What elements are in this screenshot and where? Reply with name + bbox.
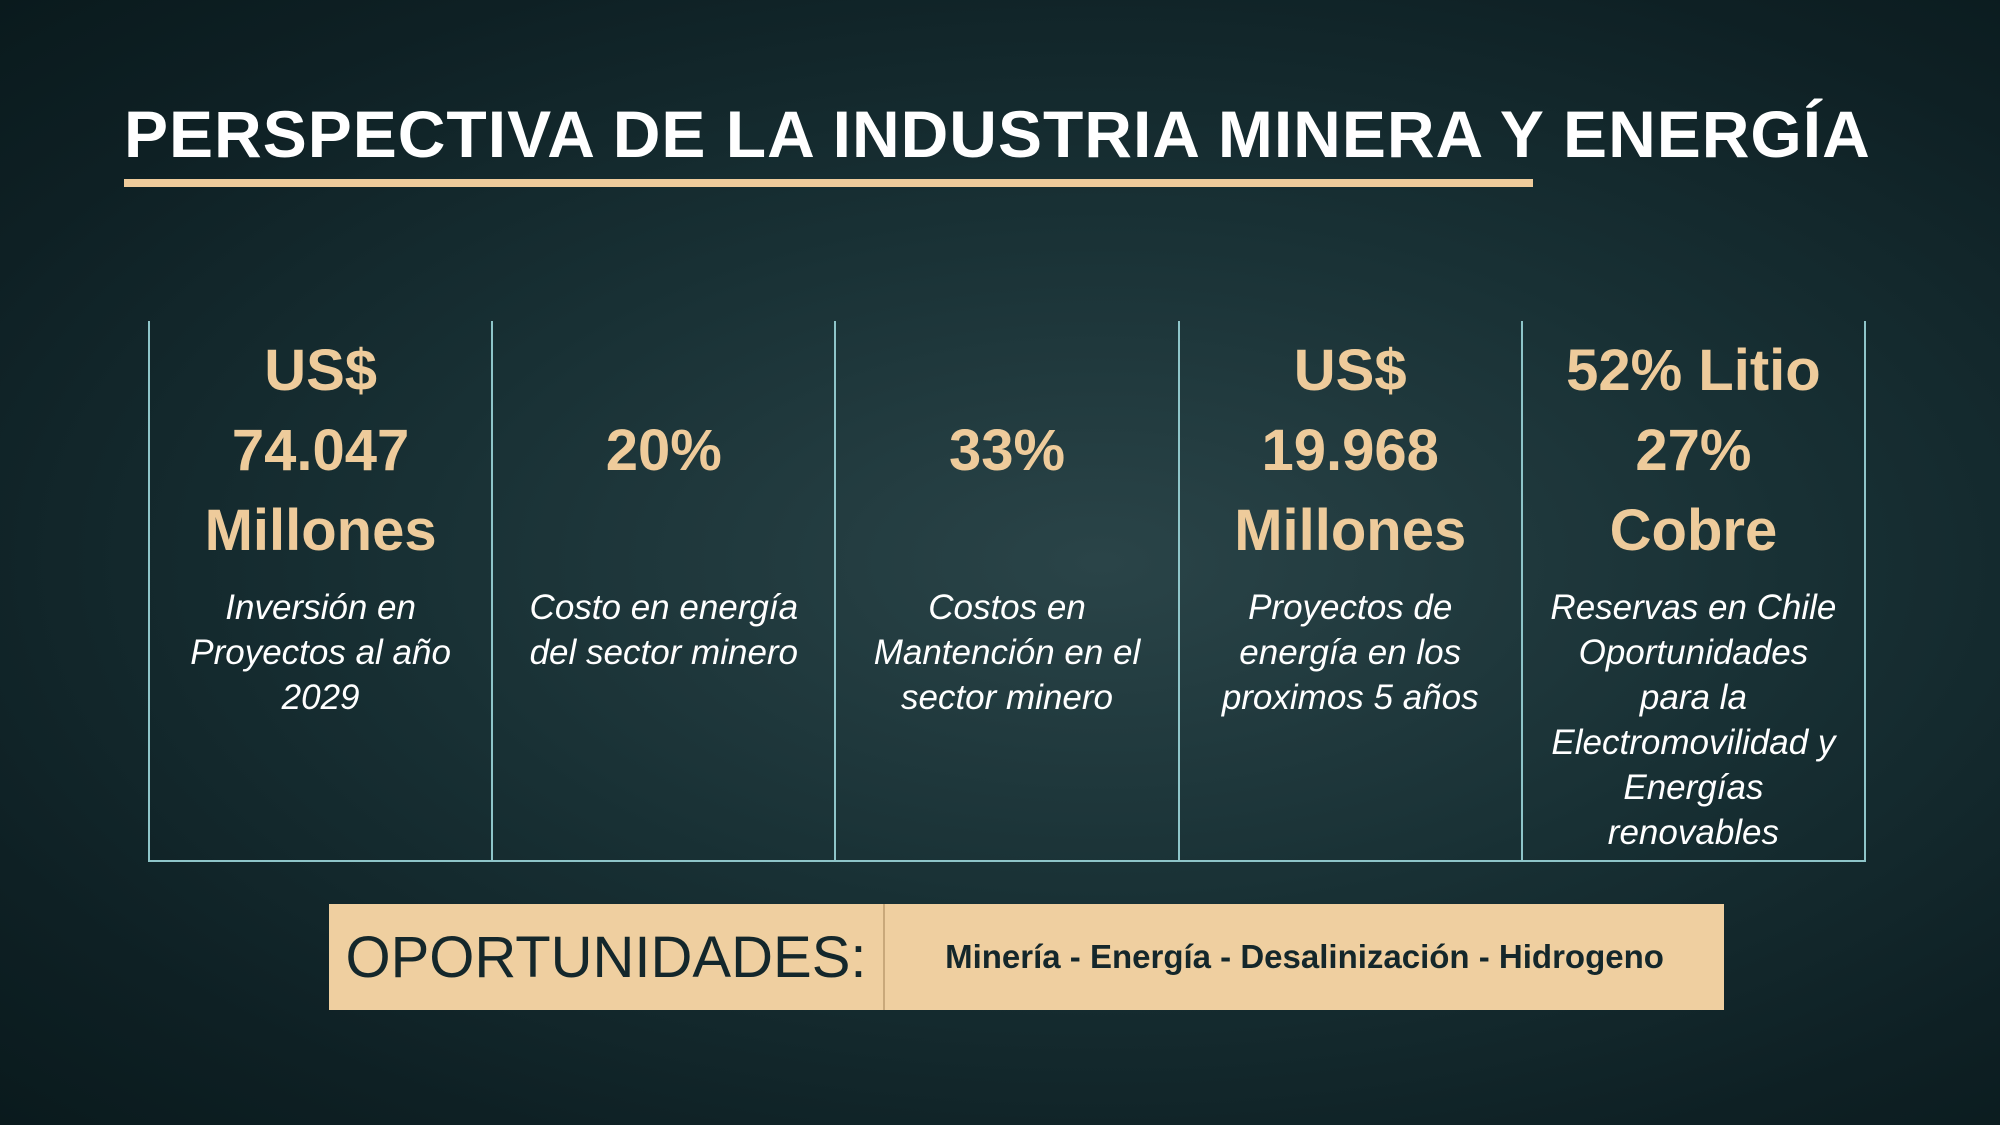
title: PERSPECTIVA DE LA INDUSTRIA MINERA Y ENE… (124, 97, 1871, 171)
stat-description-line: renovables (1607, 813, 1780, 852)
stat-value-line: 20% (605, 418, 722, 483)
stat-value: 52% Litio 27% Cobre (1523, 331, 1864, 571)
stat-description-line: sector minero (900, 678, 1114, 717)
stat-value: 20% (493, 331, 834, 571)
stat-description-line: Energías (1623, 768, 1764, 807)
stat-value: 33% (836, 331, 1177, 571)
stats-grid: US$ 74.047 Millones Inversión en Proyectos a… (148, 321, 1867, 862)
stat-column: 52% Litio 27% Cobre Reservas en Chile Oportu… (1520, 321, 1867, 860)
opportunities-items: Minería - Energía - Desalinización - Hid… (945, 938, 1664, 975)
stat-description-line: Mantención en el (873, 633, 1141, 672)
stat-description: Proyectos de energía en los proximos 5 año… (1180, 585, 1521, 720)
stat-description: Reservas en Chile Oportunidades para la Ele… (1523, 585, 1864, 855)
stat-value-line: US$ (264, 338, 378, 403)
stat-description-line: Inversión en (225, 588, 416, 627)
stat-description-line: Electromovilidad y (1551, 723, 1836, 762)
stat-value-line: 19.968 (1261, 418, 1439, 483)
stat-column: 20% Costo en energía del sector minero (491, 321, 834, 860)
opportunities-bar: OPORTUNIDADES: Minería - Energía - Desal… (329, 904, 1724, 1010)
stat-description: Inversión en Proyectos al año 2029 (150, 585, 491, 720)
stat-value-line: Millones (204, 498, 437, 563)
stat-description-line: Oportunidades (1578, 633, 1809, 672)
stat-description-line: Reservas en Chile (1550, 588, 1837, 627)
stat-column: 33% Costos en Mantención en el sector miner… (834, 321, 1177, 860)
stat-value-line: 27% (1635, 418, 1752, 483)
stat-value-line: US$ (1293, 338, 1407, 403)
stat-description: Costo en energía del sector minero (493, 585, 834, 675)
stat-value-line: 33% (948, 418, 1066, 483)
stat-value-line: 52% Litio (1566, 338, 1821, 403)
stat-description-line: 2029 (281, 678, 360, 717)
stat-description-line: Costos en (928, 588, 1086, 627)
stat-value-line: Cobre (1609, 498, 1778, 563)
stat-value: US$ 74.047 Millones (150, 331, 491, 571)
stat-description-line: Costo en energía (529, 588, 799, 627)
stat-value: US$ 19.968 Millones (1180, 331, 1521, 571)
stat-description-line: energía en los (1239, 633, 1462, 672)
stat-column: US$ 74.047 Millones Inversión en Proyectos a… (148, 321, 491, 860)
title-underline (124, 179, 1533, 187)
stat-description: Costos en Mantención en el sector minero (836, 585, 1177, 720)
stat-description-line: Proyectos de (1248, 588, 1453, 627)
stat-value-line: Millones (1234, 498, 1467, 563)
stat-description-line: del sector minero (529, 633, 799, 672)
stat-description-line: Proyectos al año (190, 633, 451, 672)
opportunities-label: OPORTUNIDADES: (329, 904, 885, 1010)
stat-column: US$ 19.968 Millones Proyectos de energía en … (1177, 321, 1521, 860)
stat-description-line: para la (1639, 678, 1747, 717)
stat-description-line: proximos 5 años (1221, 678, 1479, 717)
stat-value-line: 74.047 (231, 418, 410, 483)
